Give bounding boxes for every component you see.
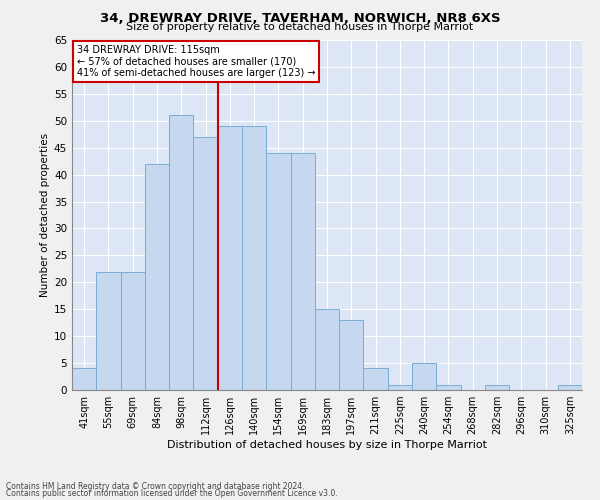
Bar [412, 363, 436, 390]
Y-axis label: Number of detached properties: Number of detached properties [40, 133, 50, 297]
Bar [96, 272, 121, 390]
X-axis label: Distribution of detached houses by size in Thorpe Marriot: Distribution of detached houses by size … [167, 440, 487, 450]
Bar [485, 384, 509, 390]
Bar [193, 137, 218, 390]
Text: 34 DREWRAY DRIVE: 115sqm
← 57% of detached houses are smaller (170)
41% of semi-: 34 DREWRAY DRIVE: 115sqm ← 57% of detach… [77, 46, 316, 78]
Bar [145, 164, 169, 390]
Bar [558, 384, 582, 390]
Bar [121, 272, 145, 390]
Bar [364, 368, 388, 390]
Bar [218, 126, 242, 390]
Text: 34, DREWRAY DRIVE, TAVERHAM, NORWICH, NR8 6XS: 34, DREWRAY DRIVE, TAVERHAM, NORWICH, NR… [100, 12, 500, 26]
Bar [315, 309, 339, 390]
Text: Contains HM Land Registry data © Crown copyright and database right 2024.: Contains HM Land Registry data © Crown c… [6, 482, 305, 491]
Text: Contains public sector information licensed under the Open Government Licence v3: Contains public sector information licen… [6, 489, 338, 498]
Bar [169, 116, 193, 390]
Bar [290, 153, 315, 390]
Bar [339, 320, 364, 390]
Text: Size of property relative to detached houses in Thorpe Marriot: Size of property relative to detached ho… [127, 22, 473, 32]
Bar [266, 153, 290, 390]
Bar [242, 126, 266, 390]
Bar [72, 368, 96, 390]
Bar [436, 384, 461, 390]
Bar [388, 384, 412, 390]
